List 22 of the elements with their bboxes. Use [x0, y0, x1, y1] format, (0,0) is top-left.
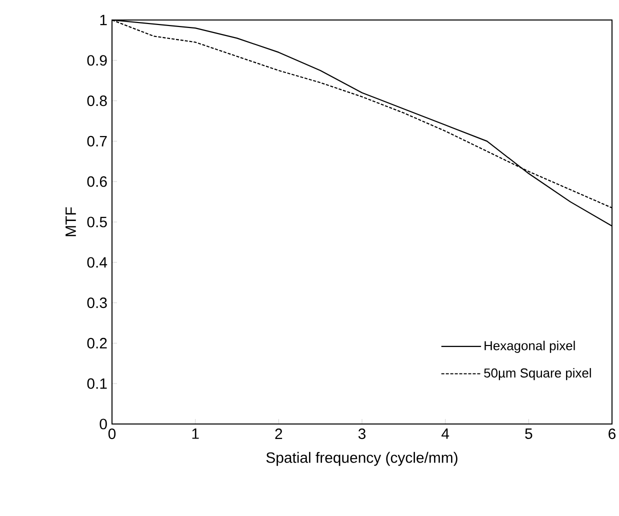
x-tick-label: 3: [358, 428, 366, 440]
x-tick-label: 1: [192, 428, 199, 439]
y-tick-label: 1: [100, 14, 107, 26]
y-tick-label: 0.8: [87, 96, 107, 106]
x-tick-label: 5: [525, 428, 532, 439]
y-tick-label: 0.1: [87, 378, 107, 389]
y-tick-label: 0.3: [87, 298, 107, 308]
y-tick-label: 0.6: [87, 176, 107, 187]
y-tick-label: 0.9: [87, 55, 107, 66]
x-tick-label: 0: [108, 428, 116, 440]
y-tick-label: 0.4: [87, 257, 108, 268]
legend-label: Hexagonal pixel: [484, 340, 575, 353]
legend-label: 50µm Square pixel: [484, 368, 591, 380]
y-tick-label: 0.5: [87, 216, 107, 228]
y-tick-label: 0.7: [87, 136, 107, 146]
y-tick-label: 0: [100, 418, 107, 430]
x-axis-title: Spatial frequency (cycle/mm): [266, 452, 458, 466]
x-tick-label: 2: [275, 428, 282, 439]
y-tick-label: 0.2: [87, 338, 107, 348]
x-tick-label: 6: [608, 428, 616, 440]
x-tick-label: 4: [442, 428, 450, 439]
y-axis-title: MTF: [66, 207, 76, 236]
